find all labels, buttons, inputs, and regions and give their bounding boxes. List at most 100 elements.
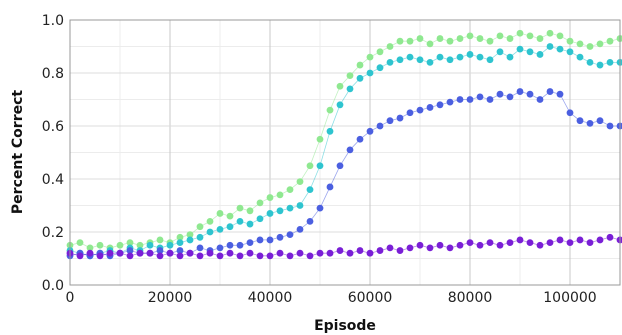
data-point [116,241,124,249]
data-point [466,96,474,103]
data-point [456,96,464,103]
data-point [156,236,164,244]
data-point [176,233,184,241]
data-point [226,241,234,249]
data-point [436,53,444,61]
data-point [336,247,344,254]
data-point [576,40,584,48]
data-point [506,35,514,42]
data-point [136,241,144,249]
series-1 [66,29,622,252]
data-point [316,249,324,257]
data-point [216,210,224,217]
data-point [296,249,304,257]
x-tick-label: 60000 [348,290,393,306]
data-point [356,61,364,69]
data-point [426,40,434,48]
data-point [456,35,464,42]
data-point [416,241,424,249]
data-point [236,218,244,225]
data-point [126,247,134,254]
data-point [596,40,604,48]
x-tick-label: 20000 [148,290,193,306]
data-point [206,249,214,257]
data-point [396,114,404,122]
data-point [606,59,614,66]
data-point [476,35,484,42]
data-point [376,122,384,130]
data-point [596,61,604,69]
data-point [376,247,384,254]
x-tick-label: 80000 [448,290,493,306]
data-point [156,252,164,260]
series-4 [66,233,622,260]
data-point [386,43,394,50]
data-point [366,69,374,77]
data-point [556,90,564,98]
x-tick-label: 40000 [248,290,293,306]
data-point [576,53,584,61]
data-point [126,252,134,260]
data-point [226,223,234,231]
data-point [606,37,614,45]
data-point [226,249,234,257]
data-point [586,239,594,247]
data-point [546,43,554,50]
data-point [306,218,314,225]
data-point [216,252,224,260]
data-point [336,101,344,109]
data-point [106,249,114,257]
data-point [206,218,214,225]
data-point [446,244,454,252]
data-point [496,48,504,56]
data-point [606,122,614,130]
data-point [276,249,284,257]
data-point [506,93,514,101]
data-point [596,236,604,244]
tick-labels: 0 20000 40000 60000 80000 100000 0.0 0.2 0.4 0.6 0… [42,13,597,306]
data-point [266,210,274,217]
data-point [256,236,264,244]
series-layer [66,29,622,260]
data-point [186,231,194,239]
data-point [476,241,484,249]
data-point [526,239,534,247]
data-point [256,199,264,207]
data-point [246,207,254,215]
data-point [466,239,474,247]
data-point [616,236,622,244]
data-point [606,233,614,241]
data-point [466,32,474,40]
data-point [386,59,394,66]
data-point [306,252,314,260]
data-point [246,239,254,247]
data-point [366,249,374,257]
data-point [96,241,104,249]
data-point [556,236,564,244]
data-point [286,186,294,194]
data-point [386,117,394,125]
data-point [336,162,344,170]
data-point [586,43,594,50]
data-point [516,88,524,95]
data-point [596,117,604,125]
data-point [166,241,174,249]
data-point [566,48,574,56]
data-point [376,48,384,56]
data-point [136,249,144,257]
x-tick-label: 100000 [543,290,596,306]
data-point [156,247,164,254]
data-point [406,53,414,61]
data-point [286,252,294,260]
data-point [546,239,554,247]
x-tick-label: 0 [66,290,75,306]
data-point [416,106,424,114]
data-point [496,32,504,40]
data-point [526,90,534,98]
data-point [456,53,464,61]
y-axis-title: Percent Correct [10,90,26,214]
data-point [576,236,584,244]
data-point [356,247,364,254]
data-point [396,56,404,64]
data-point [186,236,194,244]
